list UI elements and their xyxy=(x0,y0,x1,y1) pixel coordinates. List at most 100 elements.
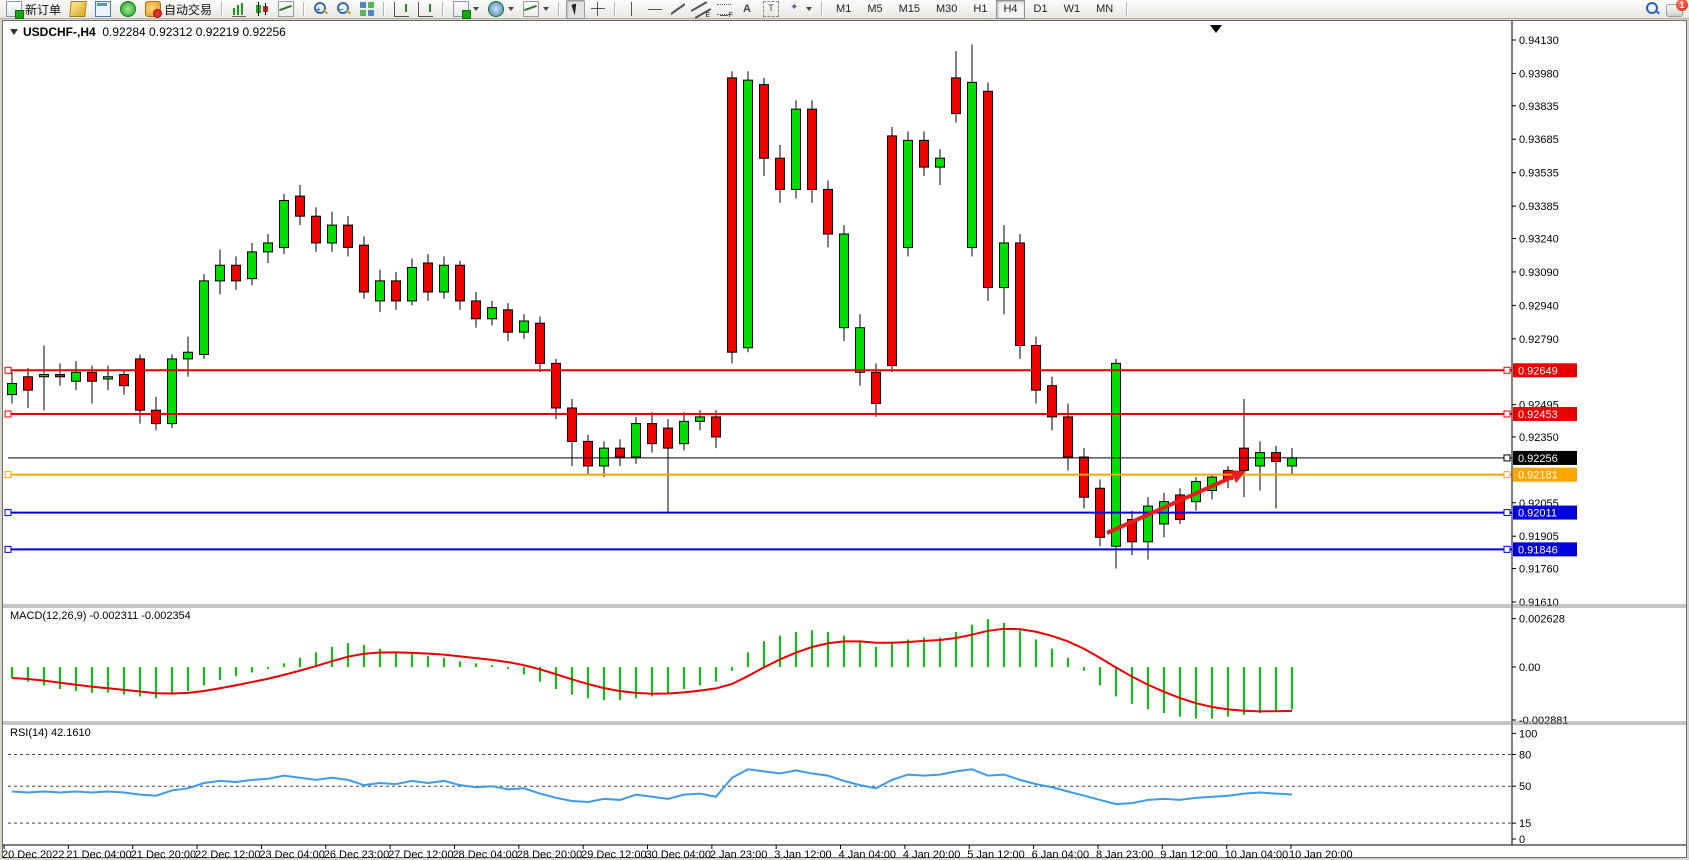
clock-icon xyxy=(488,1,505,17)
candle-body xyxy=(375,280,385,302)
price-tick-label: 0.93385 xyxy=(1519,201,1559,213)
market-watch-button[interactable] xyxy=(92,0,114,19)
line-anchor-handle[interactable] xyxy=(4,366,12,374)
timeframe-button-m1[interactable]: M1 xyxy=(836,2,852,15)
candle-body xyxy=(983,90,993,289)
notifications-icon[interactable]: 1 xyxy=(1666,0,1688,17)
candle-body xyxy=(103,376,113,380)
fibonacci-tool[interactable] xyxy=(714,0,734,19)
candle-body xyxy=(279,200,289,248)
macd-label: MACD(12,26,9) -0.002311 -0.002354 xyxy=(10,610,191,622)
main-toolbar: 新订单 自动交易 + − A T M1 M5 M15 M30 H1 H4 D1 W1 MN 1 xyxy=(0,0,1689,19)
tile-windows-icon xyxy=(360,2,375,16)
template-icon xyxy=(523,1,540,17)
price-tick-label: 0.93685 xyxy=(1519,134,1559,146)
timeframe-button-h1[interactable]: H1 xyxy=(973,2,988,15)
line-chart-button[interactable] xyxy=(275,0,297,19)
label-tool[interactable]: T xyxy=(760,0,782,19)
new-chart-dropdown[interactable] xyxy=(450,0,482,19)
search-icon[interactable] xyxy=(1646,2,1660,16)
arrows-tool-dropdown[interactable] xyxy=(785,0,815,19)
time-tick-label: 6 Jan 04:00 xyxy=(1032,849,1090,860)
auto-scroll-button[interactable] xyxy=(391,0,412,19)
cube-icon xyxy=(69,1,87,17)
candle-body xyxy=(1031,345,1041,391)
depth-button[interactable] xyxy=(67,0,89,19)
separator xyxy=(1126,2,1129,16)
price-tick-label: 0.93090 xyxy=(1519,267,1559,279)
zoom-in-button[interactable]: + xyxy=(311,0,331,19)
tag-anchor[interactable] xyxy=(1503,454,1511,462)
tag-anchor[interactable] xyxy=(1503,410,1511,418)
bar-chart-button[interactable] xyxy=(229,0,249,19)
candle-body xyxy=(119,374,129,387)
price-tag xyxy=(1513,363,1577,378)
line-anchor-handle[interactable] xyxy=(4,471,12,479)
cursor-tool-button[interactable] xyxy=(566,0,586,19)
chart-shift-button[interactable] xyxy=(415,0,436,19)
autotrade-button[interactable]: 自动交易 xyxy=(142,0,215,19)
price-tick-label: 0.93240 xyxy=(1519,233,1559,245)
candle-body xyxy=(903,139,913,248)
new-order-button[interactable]: 新订单 xyxy=(3,0,64,19)
text-tool[interactable]: A xyxy=(737,0,757,19)
candle-body xyxy=(1287,457,1297,467)
trendline-tool[interactable] xyxy=(668,0,688,19)
time-tick-label: 28 Dec 04:00 xyxy=(452,849,517,860)
macd-signal-line xyxy=(11,627,1293,713)
template-dropdown[interactable] xyxy=(520,0,552,19)
timeframe-button-w1[interactable]: W1 xyxy=(1063,2,1081,15)
candle-body xyxy=(55,374,65,378)
timeframe-button-m15[interactable]: M15 xyxy=(898,2,920,15)
timeframe-button-mn[interactable]: MN xyxy=(1096,2,1114,15)
new-order-icon xyxy=(6,1,24,19)
candle-body xyxy=(1143,505,1153,543)
trendline-icon xyxy=(671,2,685,16)
line-anchor-handle[interactable] xyxy=(4,410,12,418)
rsi-tick-label: 50 xyxy=(1519,781,1531,793)
price-tag xyxy=(1513,450,1577,465)
candle-body xyxy=(71,371,81,382)
tag-anchor[interactable] xyxy=(1503,545,1511,553)
crosshair-tool-button[interactable] xyxy=(588,0,608,19)
channel-tool[interactable] xyxy=(691,0,711,19)
new-order-label: 新订单 xyxy=(25,2,62,17)
time-tick-label: 29 Dec 12:00 xyxy=(581,849,646,860)
tile-windows-button[interactable] xyxy=(357,0,377,19)
candle-body xyxy=(135,358,145,411)
trend-arrow-line[interactable] xyxy=(1106,474,1235,535)
timeframe-button-h4[interactable]: H4 xyxy=(996,0,1025,19)
chart-shift-marker[interactable] xyxy=(1210,25,1222,33)
line-anchor-handle[interactable] xyxy=(4,545,12,553)
price-tag-label: 0.91846 xyxy=(1518,544,1558,556)
time-tick-label: 28 Dec 20:00 xyxy=(517,849,582,860)
signals-button[interactable] xyxy=(117,0,139,19)
time-tick-label: 30 Dec 04:00 xyxy=(646,849,711,860)
tag-anchor[interactable] xyxy=(1503,366,1511,374)
line-anchor-handle[interactable] xyxy=(4,509,12,517)
candle-chart-button[interactable] xyxy=(252,0,272,19)
time-tick-label: 9 Jan 12:00 xyxy=(1160,849,1218,860)
timeframe-button-m30[interactable]: M30 xyxy=(936,2,958,15)
vertical-line-tool[interactable] xyxy=(622,0,642,19)
horizontal-line-icon xyxy=(648,2,663,16)
timeframe-button-m5[interactable]: M5 xyxy=(867,2,883,15)
rsi-tick-label: 0 xyxy=(1519,834,1525,846)
tag-anchor[interactable] xyxy=(1503,471,1511,479)
candle-body xyxy=(215,264,225,282)
timeframe-button-d1[interactable]: D1 xyxy=(1033,2,1048,15)
symbol-collapse-icon[interactable] xyxy=(10,29,18,35)
trend-arrow-head[interactable] xyxy=(1230,470,1246,484)
candle-body xyxy=(839,233,849,329)
zoom-out-button[interactable]: − xyxy=(334,0,354,19)
candle-body xyxy=(695,416,705,422)
horizontal-line-tool[interactable] xyxy=(645,0,665,19)
period-dropdown[interactable] xyxy=(485,0,517,19)
new-chart-icon xyxy=(453,1,472,19)
candle-body xyxy=(871,371,881,405)
bar-chart-icon xyxy=(232,1,247,17)
tag-anchor[interactable] xyxy=(1503,509,1511,517)
price-tag-label: 0.92181 xyxy=(1518,470,1558,482)
candle-body xyxy=(951,77,961,115)
